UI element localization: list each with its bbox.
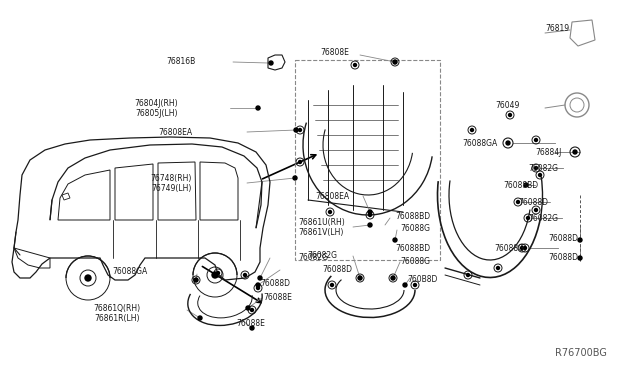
Circle shape — [534, 208, 538, 212]
Circle shape — [368, 210, 372, 214]
Text: 76819: 76819 — [545, 23, 569, 32]
Circle shape — [393, 238, 397, 242]
Circle shape — [269, 61, 273, 65]
Text: 76082G: 76082G — [298, 253, 328, 262]
Text: 76861U(RH): 76861U(RH) — [298, 218, 345, 227]
Text: 76088G: 76088G — [400, 224, 430, 232]
Circle shape — [294, 128, 298, 132]
Text: 76088GA: 76088GA — [113, 267, 148, 276]
Circle shape — [330, 283, 333, 286]
Text: 76088D: 76088D — [322, 266, 352, 275]
Text: 76808E: 76808E — [320, 48, 349, 57]
Text: 76816B: 76816B — [167, 57, 196, 65]
Circle shape — [194, 278, 198, 282]
Text: 76805J(LH): 76805J(LH) — [136, 109, 178, 118]
Circle shape — [393, 60, 397, 64]
Circle shape — [358, 276, 362, 280]
Circle shape — [578, 238, 582, 242]
Circle shape — [258, 276, 262, 280]
Text: 76748(RH): 76748(RH) — [150, 173, 192, 183]
Text: 76884J: 76884J — [535, 148, 561, 157]
Circle shape — [394, 61, 397, 64]
Circle shape — [413, 283, 417, 286]
Text: 76088BD: 76088BD — [395, 244, 430, 253]
Bar — [295, 60, 440, 260]
Text: 76804J(RH): 76804J(RH) — [134, 99, 178, 108]
Circle shape — [212, 272, 218, 278]
Circle shape — [369, 214, 371, 217]
Text: 76088D: 76088D — [548, 234, 578, 243]
Text: 76749(LH): 76749(LH) — [152, 183, 192, 192]
Circle shape — [392, 276, 394, 279]
Text: 76861V(LH): 76861V(LH) — [298, 228, 344, 237]
Text: 76808EA: 76808EA — [315, 192, 349, 201]
Circle shape — [391, 276, 395, 280]
Text: 76808EA: 76808EA — [158, 128, 192, 137]
Circle shape — [257, 286, 259, 289]
Text: R76700BG: R76700BG — [555, 348, 607, 358]
Text: 76088BD: 76088BD — [395, 212, 430, 221]
Circle shape — [256, 283, 260, 287]
Circle shape — [470, 128, 474, 131]
Circle shape — [246, 306, 250, 310]
Text: 76861R(LH): 76861R(LH) — [95, 314, 140, 323]
Circle shape — [256, 106, 260, 110]
Circle shape — [534, 167, 538, 170]
Circle shape — [538, 173, 541, 176]
Text: 76088GA: 76088GA — [462, 138, 497, 148]
Text: 76088G: 76088G — [400, 257, 430, 266]
Circle shape — [195, 279, 198, 282]
Circle shape — [243, 273, 246, 276]
Text: 76088BD: 76088BD — [503, 180, 538, 189]
Text: 76088E: 76088E — [236, 318, 265, 327]
Circle shape — [467, 273, 470, 276]
Circle shape — [85, 275, 91, 281]
Circle shape — [524, 247, 527, 250]
Text: 76088D: 76088D — [260, 279, 290, 288]
Circle shape — [509, 113, 511, 116]
Circle shape — [328, 211, 332, 214]
Circle shape — [534, 138, 538, 141]
Text: 760B8D: 760B8D — [407, 276, 437, 285]
Circle shape — [403, 283, 407, 287]
Circle shape — [293, 176, 297, 180]
Text: 76088G: 76088G — [494, 244, 524, 253]
Text: 76082G: 76082G — [528, 214, 558, 222]
Circle shape — [358, 276, 362, 279]
Circle shape — [216, 272, 220, 275]
Text: 76082G: 76082G — [307, 251, 337, 260]
Text: 76861Q(RH): 76861Q(RH) — [93, 304, 140, 312]
Circle shape — [198, 316, 202, 320]
Text: 76088E: 76088E — [263, 292, 292, 301]
Circle shape — [353, 64, 356, 67]
Circle shape — [368, 223, 372, 227]
Circle shape — [527, 217, 529, 219]
Text: 76088D: 76088D — [548, 253, 578, 263]
Circle shape — [578, 256, 582, 260]
Text: 76082G: 76082G — [528, 164, 558, 173]
Circle shape — [298, 160, 301, 164]
Circle shape — [516, 201, 520, 203]
Circle shape — [250, 308, 253, 311]
Text: 76088D: 76088D — [518, 198, 548, 206]
Circle shape — [573, 150, 577, 154]
Circle shape — [497, 266, 499, 269]
Circle shape — [520, 247, 524, 250]
Circle shape — [250, 326, 254, 330]
Text: 76049: 76049 — [495, 100, 520, 109]
Circle shape — [524, 183, 528, 187]
Circle shape — [298, 128, 301, 131]
Circle shape — [506, 141, 510, 145]
